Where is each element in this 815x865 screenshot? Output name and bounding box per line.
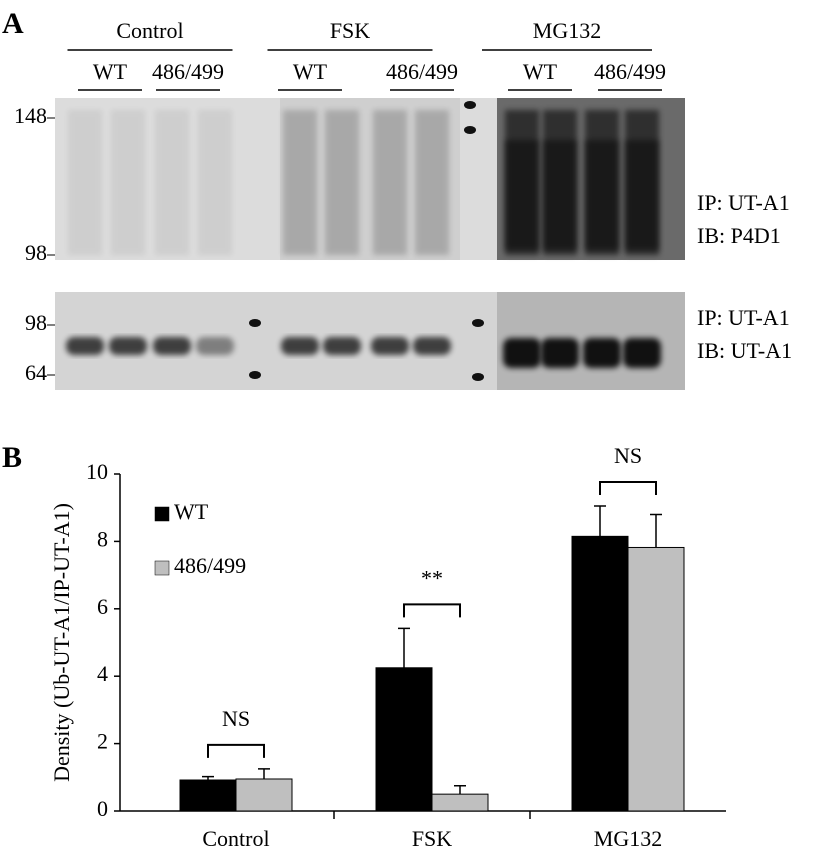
band — [503, 338, 541, 368]
ladder-dot — [249, 319, 261, 327]
y-tick-label: 6 — [97, 594, 108, 619]
bar — [235, 778, 293, 812]
y-tick-label: 2 — [97, 729, 108, 754]
blot-label: IP: UT-A1 — [697, 305, 790, 330]
panel-label: B — [2, 441, 22, 474]
band — [371, 337, 409, 355]
x-tick-label: MG132 — [594, 826, 662, 851]
bracket — [599, 481, 657, 496]
bar — [179, 779, 237, 812]
marker-label: 98 — [25, 310, 47, 335]
smear — [111, 110, 145, 255]
y-tick-label: 4 — [97, 661, 108, 686]
smear — [373, 110, 407, 255]
ladder-dot — [464, 126, 476, 134]
smear — [505, 140, 539, 250]
smear — [415, 110, 449, 255]
smear — [68, 110, 102, 255]
blot-label: IB: P4D1 — [697, 223, 781, 248]
band — [109, 337, 147, 355]
x-tick-label: Control — [202, 826, 269, 851]
band — [541, 338, 579, 368]
blots — [55, 98, 685, 390]
bar — [375, 667, 433, 812]
y-tick-label: 8 — [97, 526, 108, 551]
marker-label: 64 — [25, 360, 47, 385]
marker-label: 148 — [14, 103, 47, 128]
subgroup-label: WT — [523, 59, 558, 84]
smear — [283, 110, 317, 255]
blot-label: IP: UT-A1 — [697, 190, 790, 215]
ladder-dot — [249, 371, 261, 379]
bar — [627, 546, 685, 812]
subgroup-label: 486/499 — [594, 59, 666, 84]
bar — [571, 535, 629, 812]
annotation: ** — [421, 565, 443, 590]
panel-label: A — [2, 7, 24, 40]
error-bar — [454, 784, 466, 795]
blot-label: IB: UT-A1 — [697, 338, 792, 363]
group-label: FSK — [330, 18, 370, 43]
group-label: Control — [116, 18, 183, 43]
band — [413, 337, 451, 355]
y-axis-label: Density (Ub-UT-A1/IP-UT-A1) — [49, 503, 74, 782]
subgroup-label: WT — [93, 59, 128, 84]
y-tick-label: 10 — [86, 459, 108, 484]
error-bar — [594, 505, 606, 537]
smear — [543, 140, 577, 250]
ladder-dot — [464, 101, 476, 109]
subgroup-label: 486/499 — [386, 59, 458, 84]
band — [583, 338, 621, 368]
y-tick-label: 0 — [97, 796, 108, 821]
marker-label: 98 — [25, 240, 47, 265]
smear — [585, 140, 619, 250]
bracket — [403, 603, 461, 618]
smear — [155, 110, 189, 255]
band — [281, 337, 319, 355]
band — [196, 337, 234, 355]
band — [153, 337, 191, 355]
band — [66, 337, 104, 355]
band — [623, 338, 661, 368]
subgroup-label: WT — [293, 59, 328, 84]
smear — [625, 140, 659, 250]
legend-label: 486/499 — [174, 553, 246, 578]
ladder-dot — [472, 319, 484, 327]
band — [323, 337, 361, 355]
smear — [325, 110, 359, 255]
ladder-dot — [472, 373, 484, 381]
x-tick-label: FSK — [412, 826, 452, 851]
smear — [198, 110, 232, 255]
error-bar — [202, 775, 214, 780]
legend-swatch — [154, 506, 170, 522]
annotation: NS — [614, 443, 642, 468]
legend-label: WT — [174, 499, 209, 524]
error-bar — [398, 627, 410, 668]
error-bar — [650, 513, 662, 548]
legend-swatch — [154, 560, 170, 576]
group-label: MG132 — [533, 18, 601, 43]
annotation: NS — [222, 706, 250, 731]
bracket — [207, 743, 265, 758]
bar — [431, 793, 489, 812]
subgroup-label: 486/499 — [152, 59, 224, 84]
error-bar — [258, 768, 270, 779]
